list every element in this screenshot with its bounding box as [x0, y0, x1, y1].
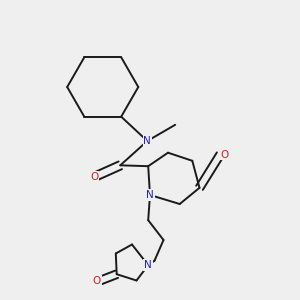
Text: O: O — [93, 275, 101, 286]
Text: N: N — [144, 260, 152, 270]
Text: N: N — [143, 136, 151, 146]
Text: O: O — [220, 149, 228, 160]
Text: O: O — [90, 172, 98, 182]
Text: N: N — [146, 190, 154, 200]
